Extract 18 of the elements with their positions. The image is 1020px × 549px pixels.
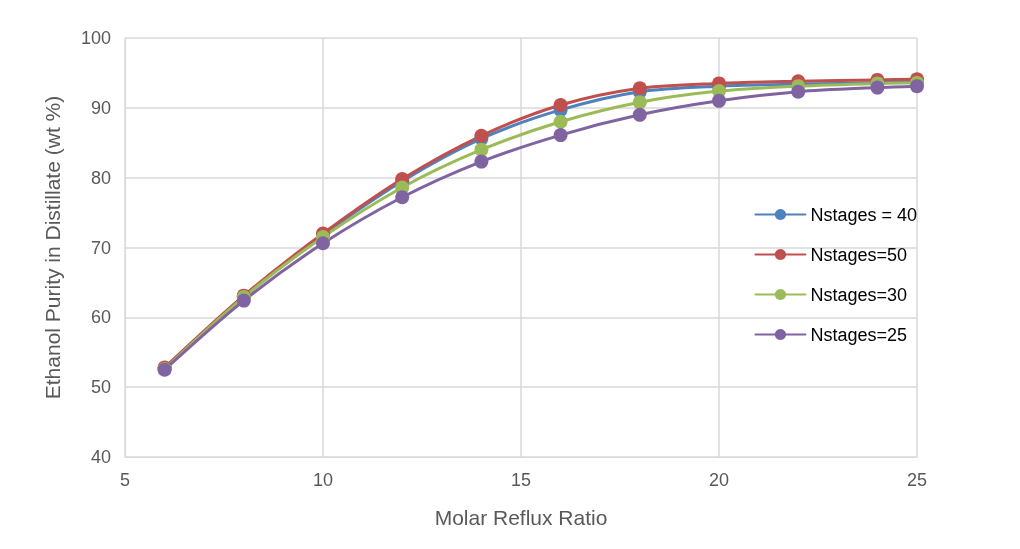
legend-label: Nstages = 40 bbox=[810, 204, 918, 225]
legend-label: Nstages=50 bbox=[810, 244, 908, 265]
x-tick-label: 15 bbox=[510, 470, 532, 490]
legend-label: Nstages=25 bbox=[810, 324, 908, 345]
y-tick-label: 40 bbox=[90, 447, 111, 467]
x-tick-label: 5 bbox=[119, 470, 131, 490]
legend-label: Nstages=30 bbox=[810, 284, 908, 305]
y-tick-label: 70 bbox=[90, 237, 111, 258]
y-tick-label: 100 bbox=[80, 28, 111, 48]
y-axis-title: Ethanol Purity in Distillate (wt %) bbox=[41, 95, 64, 400]
x-tick-label: 25 bbox=[906, 470, 928, 490]
y-tick-label: 80 bbox=[90, 167, 111, 188]
x-axis-title: Molar Reflux Ratio bbox=[434, 506, 608, 529]
y-tick-label: 90 bbox=[90, 97, 111, 118]
y-tick-label: 50 bbox=[90, 377, 111, 398]
x-tick-label: 10 bbox=[312, 470, 334, 490]
y-tick-label: 60 bbox=[90, 307, 111, 328]
x-tick-label: 20 bbox=[708, 470, 730, 490]
